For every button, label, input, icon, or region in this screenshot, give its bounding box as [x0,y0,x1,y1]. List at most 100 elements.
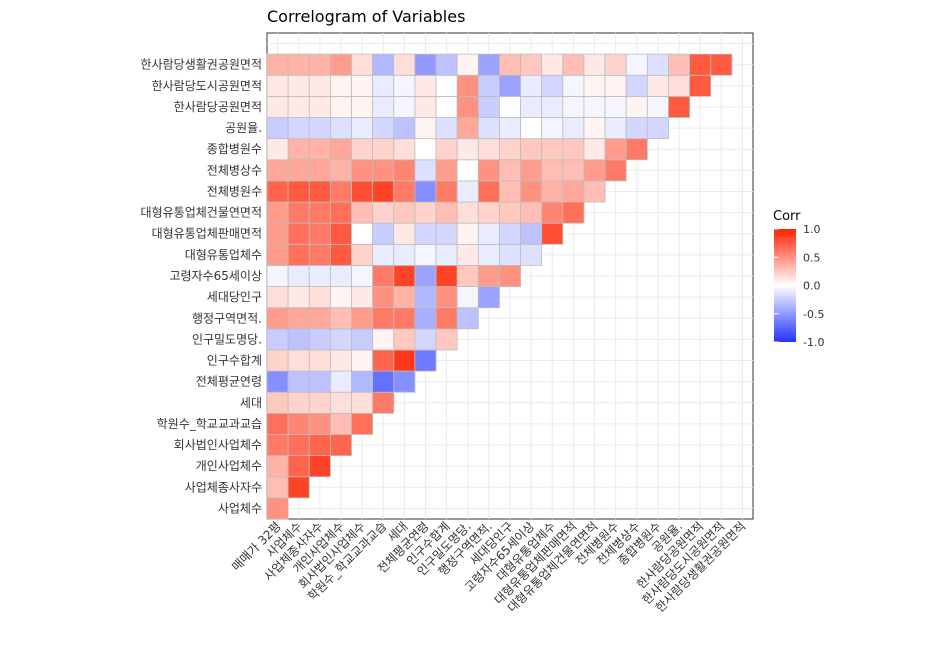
heatmap-cell [541,180,564,203]
heatmap-cell [541,117,564,140]
y-tick-label: 학원수_학교교과교습 [157,417,262,431]
heatmap-cell [435,159,458,182]
heatmap-cell [351,117,374,140]
heatmap-cell [456,95,479,118]
heatmap-cell [435,117,458,140]
heatmap-cell [625,95,648,118]
heatmap-cell [583,180,606,203]
heatmap-cell [287,53,310,76]
heatmap-cell [520,180,543,203]
heatmap-cell [583,95,606,118]
y-tick-label: 회사법인사업체수 [174,438,262,452]
heatmap-cell [351,180,374,203]
heatmap-cell [520,201,543,224]
heatmap-cells [266,53,733,520]
y-axis-labels: 사업체수 사업체종사자수 개인사업체수 회사법인사업체수 학원수_학교교과교습 세대 전체평… [141,58,262,516]
heatmap-cell [477,138,500,161]
heatmap-cell [414,159,437,182]
y-tick-label: 공원율. [225,121,262,135]
y-tick-label: 전체병상수 [207,163,262,177]
heatmap-cell [435,95,458,118]
y-tick-label: 대형유통업체건물연면적 [141,206,262,220]
heatmap-cell [456,74,479,97]
heatmap-cell [499,95,521,118]
heatmap-cell [435,138,458,161]
heatmap-cell [499,265,521,287]
heatmap-cell [477,222,500,245]
heatmap-cell [435,201,458,224]
heatmap-cell [266,222,289,245]
heatmap-cell [456,138,479,161]
heatmap-cell [393,180,416,203]
heatmap-cell [583,138,606,161]
heatmap-cell [351,286,374,309]
heatmap-cell [499,201,521,224]
legend-tick-label: 0.5 [803,251,821,264]
heatmap-cell [668,74,691,97]
heatmap-cell [435,328,458,351]
heatmap-cell [266,391,289,414]
heatmap-cell [583,53,606,76]
legend-tick-label: 1.0 [803,223,821,236]
heatmap-cell [562,95,585,118]
heatmap-cell [393,222,416,245]
heatmap-cell [541,95,564,118]
heatmap-cell [625,74,648,97]
heatmap-cell [266,243,289,266]
y-tick-label: 인구밀도명당. [192,332,262,346]
heatmap-cell [372,370,395,393]
heatmap-cell [477,286,500,309]
heatmap-cell [329,370,352,393]
heatmap-cell [414,53,437,76]
heatmap-cell [456,265,479,287]
heatmap-cell [456,307,479,330]
heatmap-cell [646,117,669,140]
heatmap-cell [562,180,585,203]
heatmap-cell [266,497,289,520]
heatmap-cell [351,265,374,287]
heatmap-cell [435,53,458,76]
heatmap-cell [456,180,479,203]
heatmap-cell [266,74,289,97]
heatmap-cell [329,222,352,245]
heatmap-cell [287,412,310,435]
heatmap-cell [308,159,331,182]
legend-tick-label: 0.0 [803,280,821,293]
heatmap-cell [541,74,564,97]
heatmap-cell [435,286,458,309]
heatmap-cell [562,53,585,76]
y-tick-label: 세대당인구 [207,290,262,304]
heatmap-cell [668,95,691,118]
heatmap-cell [287,455,310,478]
heatmap-cell [646,95,669,118]
heatmap-cell [266,53,289,76]
heatmap-cell [266,201,289,224]
heatmap-cell [414,307,437,330]
y-tick-label: 한사람당도시공원면적 [152,79,262,93]
heatmap-cell [520,74,543,97]
heatmap-cell [583,117,606,140]
heatmap-cell [308,412,331,435]
heatmap-cell [520,159,543,182]
y-tick-label: 인구수합계 [207,354,262,368]
heatmap-cell [351,138,374,161]
legend-title: Corr [773,209,801,224]
heatmap-cell [393,159,416,182]
heatmap-cell [351,391,374,414]
heatmap-cell [308,117,331,140]
heatmap-cell [646,53,669,76]
heatmap-cell [351,95,374,118]
y-tick-label: 종합병원수 [207,142,262,156]
heatmap-cell [372,222,395,245]
heatmap-cell [414,222,437,245]
heatmap-cell [604,117,627,140]
heatmap-cell [583,159,606,182]
heatmap-cell [329,307,352,330]
heatmap-cell [351,222,374,245]
heatmap-cell [287,74,310,97]
heatmap-cell [308,455,331,478]
heatmap-cell [329,138,352,161]
heatmap-cell [393,53,416,76]
heatmap-cell [393,74,416,97]
